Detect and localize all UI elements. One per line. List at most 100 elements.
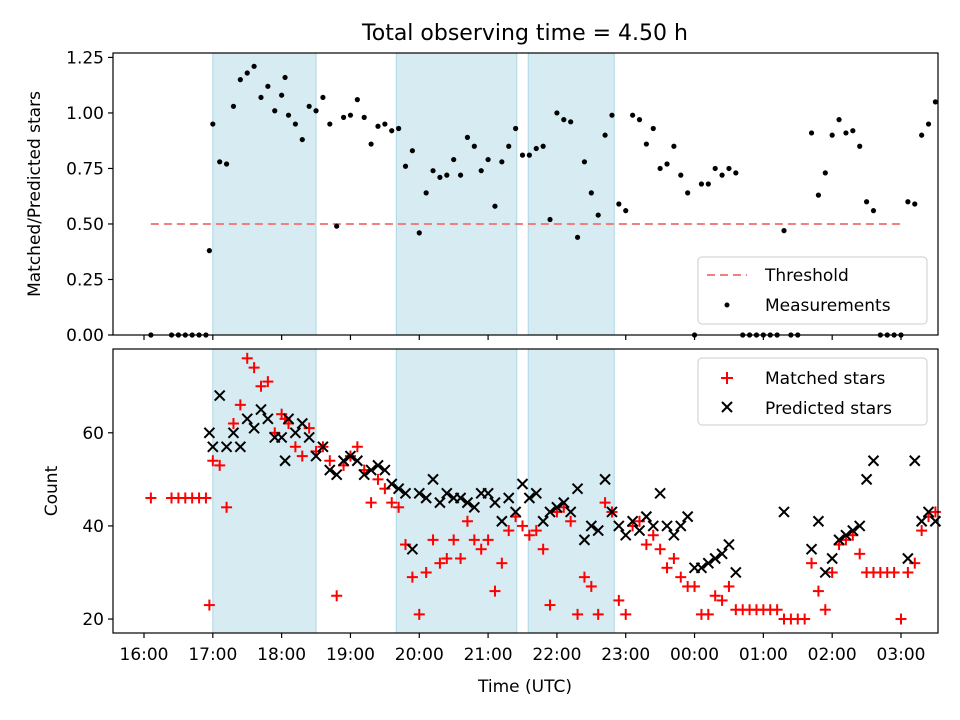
- bottom-panel-x-ticks: 16:00 17:00 18:00 19:00 20:00 21:00 22:00 23:00…: [120, 633, 926, 665]
- measurement-point: [850, 128, 856, 134]
- predicted-star-point: [461, 496, 474, 509]
- matched-star-point: [489, 585, 501, 597]
- predicted-star-point: [372, 459, 384, 472]
- matched-star-point: [200, 492, 212, 504]
- matched-star-point: [503, 525, 515, 537]
- predicted-star-point: [337, 455, 350, 467]
- measurement-point: [354, 97, 360, 103]
- predicted-star-point: [420, 492, 432, 504]
- measurement-point: [678, 172, 684, 178]
- measurement-point: [561, 117, 567, 123]
- measurement-point: [630, 112, 636, 118]
- predicted-star-point: [454, 492, 467, 504]
- y-tick-label: 0.25: [66, 270, 104, 290]
- predicted-star-point: [585, 520, 598, 532]
- measurement-point: [925, 121, 932, 127]
- matched-star-point: [888, 566, 900, 578]
- measurement-point: [815, 192, 822, 198]
- legend-predicted-swatch: [721, 401, 733, 413]
- bottom-panel-shaded-regions: [212, 348, 615, 634]
- legend-threshold-label: Threshold: [764, 266, 849, 286]
- predicted-star-point: [358, 468, 370, 481]
- measurement-point: [444, 172, 450, 178]
- predicted-star-point: [227, 427, 240, 439]
- measurement-point: [471, 143, 477, 149]
- measurement-point: [581, 159, 588, 165]
- measurement-point: [279, 92, 285, 98]
- measurement-point: [210, 121, 216, 127]
- x-tick-label: 00:00: [670, 645, 719, 665]
- predicted-star-point: [441, 487, 453, 500]
- measurement-point: [451, 156, 457, 163]
- predicted-star-point: [909, 455, 921, 467]
- predicted-star-points: [203, 389, 942, 579]
- y-tick-label: 40: [82, 517, 104, 537]
- measurement-point: [547, 216, 553, 223]
- measurement-point: [389, 128, 395, 134]
- shaded-interval: [395, 52, 518, 336]
- x-tick-label: 02:00: [808, 645, 857, 665]
- measurement-point: [540, 143, 546, 149]
- measurement-point: [265, 83, 271, 89]
- predicted-star-point: [392, 482, 405, 495]
- predicted-star-point: [530, 487, 542, 500]
- predicted-star-point: [661, 520, 673, 532]
- y-tick-label: 20: [82, 610, 104, 630]
- measurement-point: [382, 121, 388, 127]
- measurement-point: [223, 161, 230, 167]
- predicted-star-point: [537, 515, 549, 527]
- measurement-point: [857, 143, 863, 149]
- matched-star-point: [572, 608, 584, 620]
- predicted-star-point: [324, 464, 336, 476]
- y-tick-label: 0.50: [66, 215, 104, 235]
- matched-star-point: [565, 515, 577, 527]
- measurement-point: [334, 223, 340, 229]
- predicted-star-point: [386, 478, 398, 490]
- matched-star-point: [427, 534, 439, 546]
- top-panel-legend: Threshold Measurements: [697, 256, 928, 325]
- measurement-point: [402, 163, 409, 169]
- measurement-point: [932, 99, 939, 105]
- measurement-point: [506, 143, 512, 149]
- measurement-point: [712, 165, 718, 172]
- measurement-point: [375, 123, 381, 129]
- measurement-point: [285, 112, 292, 118]
- matched-star-point: [406, 571, 418, 583]
- matched-star-point: [448, 534, 460, 546]
- matched-star-point: [289, 441, 301, 453]
- measurement-point: [919, 132, 925, 138]
- measurement-point: [733, 170, 739, 176]
- shaded-interval: [527, 348, 615, 634]
- matched-star-point: [537, 543, 549, 555]
- measurement-point: [870, 208, 877, 214]
- measurement-point: [423, 190, 429, 196]
- predicted-star-point: [303, 431, 315, 444]
- predicted-star-point: [730, 566, 742, 579]
- predicted-star-point: [668, 529, 680, 541]
- predicted-star-point: [915, 515, 928, 527]
- x-tick-label: 18:00: [257, 645, 306, 665]
- matched-star-point: [207, 455, 219, 467]
- predicted-star-point: [606, 506, 618, 518]
- top-panel-shaded-regions: [212, 52, 615, 336]
- predicted-star-point: [826, 552, 838, 565]
- matched-star-point: [400, 539, 412, 551]
- matched-star-point: [854, 548, 866, 560]
- predicted-star-point: [503, 492, 515, 504]
- predicted-star-point: [296, 417, 308, 430]
- measurement-point: [492, 203, 498, 209]
- matched-star-point: [544, 599, 556, 611]
- matched-star-point: [413, 608, 425, 620]
- measurement-point: [822, 170, 828, 176]
- predicted-star-point: [220, 441, 233, 453]
- matched-star-point: [482, 534, 494, 546]
- bottom-panel-y-ticks: 20 40 60: [82, 424, 113, 630]
- x-tick-label: 23:00: [601, 645, 650, 665]
- measurement-point: [464, 134, 471, 140]
- matched-star-point: [929, 506, 941, 518]
- shaded-interval: [212, 348, 317, 634]
- matched-star-point: [386, 497, 398, 509]
- matched-star-point: [689, 580, 701, 592]
- x-tick-label: 16:00: [120, 645, 169, 665]
- predicted-star-point: [365, 464, 377, 476]
